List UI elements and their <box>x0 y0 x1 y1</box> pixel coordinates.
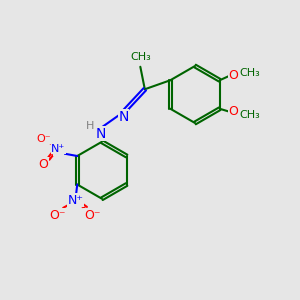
Text: N⁺: N⁺ <box>68 194 84 207</box>
Text: O: O <box>228 105 238 118</box>
Text: CH₃: CH₃ <box>239 68 260 78</box>
Text: N: N <box>96 127 106 141</box>
Text: O⁻: O⁻ <box>50 208 66 222</box>
Text: O⁻: O⁻ <box>36 134 51 144</box>
Text: O⁻: O⁻ <box>84 208 101 222</box>
Text: N: N <box>54 142 63 155</box>
Text: CH₃: CH₃ <box>130 52 151 62</box>
Text: N: N <box>118 110 129 124</box>
Text: CH₃: CH₃ <box>239 110 260 120</box>
Text: O: O <box>228 69 238 82</box>
Text: N⁺: N⁺ <box>51 143 65 154</box>
Text: O: O <box>38 158 48 171</box>
Text: H: H <box>86 121 94 131</box>
